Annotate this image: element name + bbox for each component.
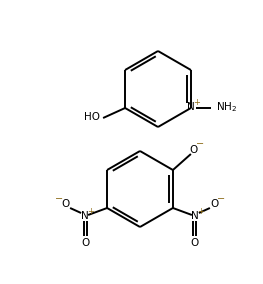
Text: +: +: [198, 206, 204, 216]
Text: −: −: [217, 194, 225, 204]
Text: +: +: [88, 206, 94, 216]
Text: +: +: [194, 97, 200, 106]
Text: N: N: [191, 211, 199, 221]
Text: O: O: [190, 145, 198, 155]
Text: −: −: [55, 194, 63, 204]
Text: O: O: [211, 199, 219, 209]
Text: O: O: [191, 238, 199, 248]
Text: −: −: [196, 139, 204, 149]
Text: N: N: [187, 102, 195, 112]
Text: O: O: [61, 199, 69, 209]
Text: N: N: [81, 211, 89, 221]
Text: HO: HO: [84, 112, 100, 122]
Text: O: O: [81, 238, 89, 248]
Text: NH$_2$: NH$_2$: [216, 100, 237, 114]
